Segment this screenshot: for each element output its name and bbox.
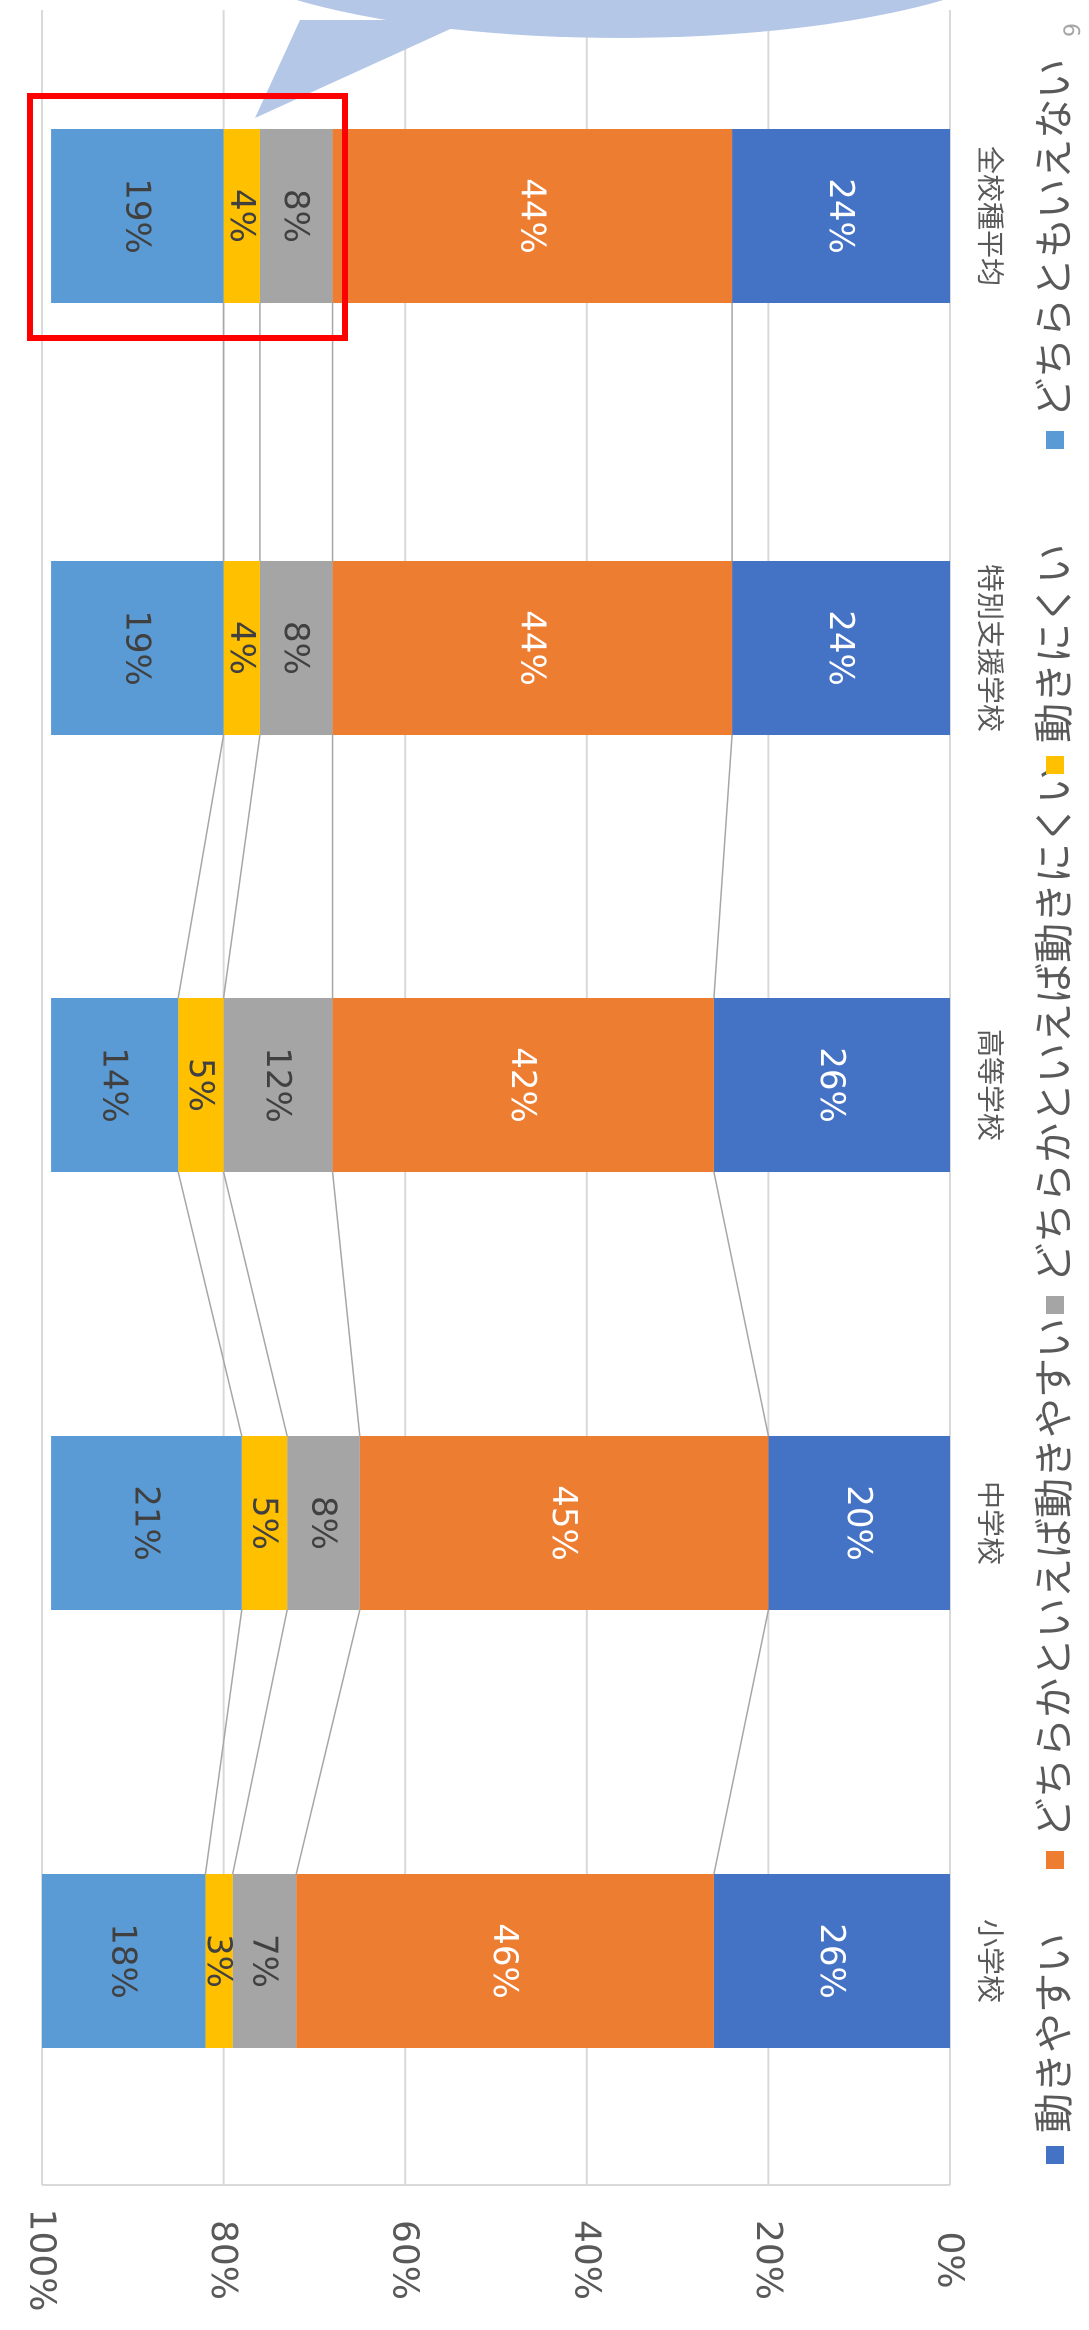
bar-segment — [287, 1436, 360, 1610]
bars — [42, 129, 950, 2048]
data-label: 8% — [303, 1496, 343, 1550]
series-line — [713, 734, 733, 999]
data-label: 24% — [821, 610, 861, 686]
y-axis-ticks: 0% 20% 40% 60% 80% 100% — [22, 2209, 971, 2312]
data-label: 19% — [117, 610, 157, 686]
bar-segment — [768, 1436, 950, 1610]
data-label: 8% — [276, 189, 316, 243]
bar-segment — [205, 1874, 233, 2048]
bar-segment — [223, 129, 260, 303]
callout-pointer — [255, 20, 470, 118]
category-labels: 小学校 中学校 高等学校 特別支援学校 全校種平均 — [974, 146, 1007, 2003]
y-tick-label: 80% — [203, 2220, 244, 2300]
y-tick-label: 40% — [566, 2220, 607, 2300]
series-line — [713, 1609, 770, 1875]
data-label: 21% — [126, 1485, 166, 1561]
data-label: 42% — [503, 1047, 543, 1123]
bar-segment — [713, 1874, 950, 2048]
bar-segment — [296, 1874, 714, 2048]
data-label: 18% — [104, 1923, 144, 1999]
legend-swatch — [1046, 1851, 1064, 1869]
bar-segment — [259, 129, 333, 303]
bar-segment — [51, 561, 224, 735]
y-tick-label: 100% — [22, 2209, 63, 2312]
bar-segment — [51, 998, 179, 1172]
legend-label: どちらかといえば動きにくい — [1032, 764, 1078, 1283]
legend-swatch — [1046, 2146, 1064, 2164]
bar-segment — [223, 998, 333, 1172]
data-label: 4% — [222, 189, 262, 243]
legend-label: どちらかといえば動きやすい — [1032, 1318, 1078, 1838]
y-tick-label: 0% — [930, 2231, 971, 2288]
bar-segment — [332, 998, 714, 1172]
category-label: 中学校 — [974, 1481, 1007, 1565]
data-label: 5% — [181, 1058, 221, 1112]
series-line — [713, 1171, 770, 1437]
legend-label: 動きやすい — [1032, 1933, 1078, 2133]
legend-label: 動きにくい — [1032, 544, 1078, 743]
data-label: 26% — [812, 1923, 852, 1999]
category-label: 全校種平均 — [974, 146, 1007, 286]
data-labels: 26% 46% 7%3% 18% 20% 45% 8% 5% 21% 26% 42% 12% 5% 14%… — [95, 178, 880, 1999]
bar-segment — [42, 1874, 206, 2048]
legend-swatch — [1046, 1296, 1064, 1314]
bar-segment — [223, 561, 260, 735]
legend-swatch — [1046, 431, 1064, 449]
y-tick-label: 60% — [385, 2220, 426, 2300]
series-line — [204, 1609, 243, 1875]
bar-segment — [732, 129, 950, 303]
category-label: 小学校 — [974, 1919, 1007, 2003]
series-line — [331, 1171, 361, 1437]
legend-swatch — [1046, 756, 1064, 774]
series-line — [222, 734, 261, 999]
data-label: 20% — [839, 1485, 879, 1561]
bar-segment — [232, 1874, 297, 2048]
data-label: 12% — [258, 1047, 298, 1123]
bar-segment — [332, 561, 733, 735]
bar-segment — [51, 1436, 242, 1610]
bar-segment — [732, 561, 950, 735]
data-label: 3% — [199, 1934, 239, 1988]
series-line — [177, 1171, 243, 1437]
data-label: 26% — [812, 1047, 852, 1123]
data-label: 46% — [485, 1923, 525, 1999]
series-line — [177, 734, 225, 999]
series-lines — [177, 303, 770, 1875]
category-label: 高等学校 — [974, 1029, 1007, 1141]
page-number: 6 — [1058, 23, 1083, 37]
data-label: 7% — [244, 1934, 284, 1988]
data-label: 14% — [95, 1047, 135, 1123]
data-label: 4% — [222, 621, 262, 675]
legend-label: どちらともいえない — [1032, 59, 1078, 418]
data-label: 19% — [117, 178, 157, 254]
data-label: 45% — [544, 1485, 584, 1561]
y-tick-label: 20% — [748, 2220, 789, 2300]
highlight-box — [27, 93, 348, 341]
data-label: 44% — [512, 178, 552, 254]
data-label: 5% — [244, 1496, 284, 1550]
annotations — [27, 0, 944, 341]
bar-segment — [241, 1436, 288, 1610]
bar-segment — [259, 561, 333, 735]
bar-segment — [359, 1436, 769, 1610]
bar-segment — [713, 998, 950, 1172]
series-line — [295, 1609, 361, 1875]
series-line — [222, 1171, 288, 1437]
bar-segment — [178, 998, 224, 1172]
data-label: 44% — [512, 610, 552, 686]
data-label: 8% — [276, 621, 316, 675]
callout-bubble — [296, 0, 944, 38]
series-line — [231, 1609, 288, 1875]
data-label: 24% — [821, 178, 861, 254]
bar-segment — [51, 129, 224, 303]
category-label: 特別支援学校 — [974, 564, 1007, 732]
bar-segment — [332, 129, 733, 303]
